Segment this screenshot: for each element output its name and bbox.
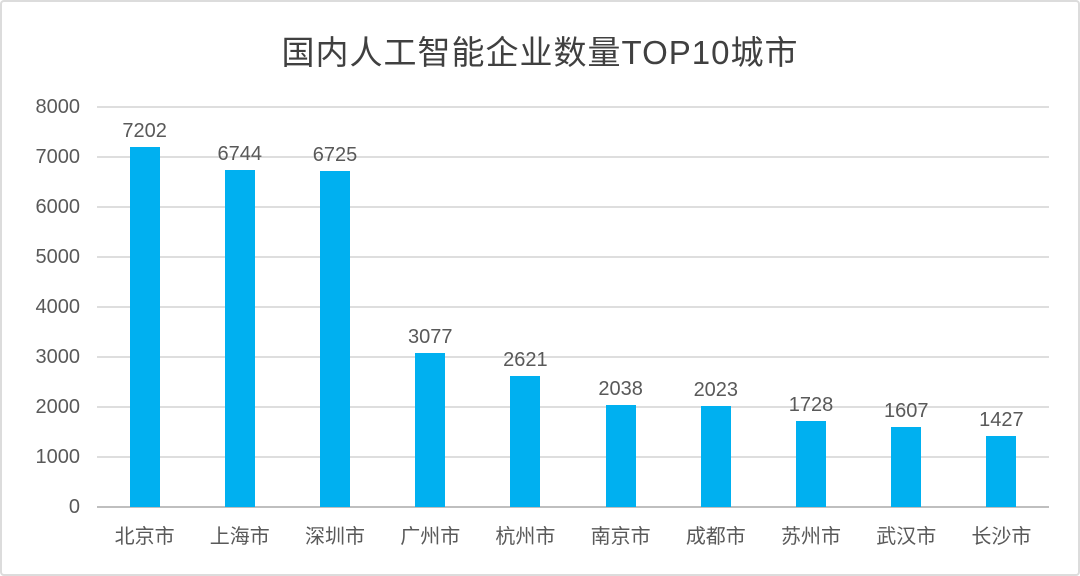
bar-slot: 6725: [287, 107, 382, 507]
x-axis-label: 深圳市: [305, 526, 365, 548]
gridline: [97, 256, 1049, 258]
gridline: [97, 156, 1049, 158]
bars-container: 7202 6744 6725 3077 2621 2038 2023 1728 1607 1427: [97, 107, 1049, 507]
bar: [129, 146, 160, 507]
bar-slot: 3077: [383, 107, 478, 507]
bar-slot: 2621: [478, 107, 573, 507]
bar-value-label: 1427: [979, 408, 1024, 431]
bar-value-label: 1728: [788, 393, 834, 416]
x-axis-label: 上海市: [209, 526, 270, 548]
bar-slot: 1427: [954, 107, 1049, 507]
bar-value-label: 1607: [883, 399, 929, 422]
x-axis-line: [97, 506, 1049, 508]
bar: [510, 375, 541, 507]
gridline: [97, 406, 1049, 408]
y-axis-label: 8000: [35, 96, 81, 118]
bar: [986, 435, 1017, 507]
bar-slot: 6744: [192, 107, 287, 507]
gridline: [97, 456, 1049, 458]
chart-title: 国内人工智能企业数量TOP10城市: [281, 34, 799, 71]
bar: [700, 405, 731, 507]
bar: [224, 169, 255, 507]
x-axis-label: 广州市: [400, 526, 461, 548]
x-axis-label: 苏州市: [781, 526, 842, 548]
y-axis-label: 3000: [35, 346, 81, 368]
x-axis-label: 成都市: [685, 526, 746, 548]
bar-value-label: 2038: [598, 378, 643, 401]
bar: [796, 420, 827, 507]
bar-slot: 2038: [573, 107, 668, 507]
bar: [415, 353, 446, 507]
bar-slot: 2023: [668, 107, 763, 507]
x-axis-label: 北京市: [114, 526, 175, 548]
x-axis-label: 南京市: [590, 526, 651, 548]
gridline: [97, 306, 1049, 308]
bar-value-label: 2621: [503, 348, 548, 371]
gridline: [97, 356, 1049, 358]
bar-value-label: 6725: [312, 143, 358, 166]
bar-value-label: 6744: [217, 142, 263, 165]
y-axis-label: 5000: [35, 246, 81, 268]
y-axis-label: 6000: [35, 196, 81, 218]
y-axis-label: 0: [68, 496, 80, 518]
bar-value-label: 3077: [407, 326, 453, 349]
y-axis: 0 1000 2000 3000 4000 5000 6000 7000 8000: [2, 96, 81, 518]
bar-slot: 1607: [859, 107, 954, 507]
gridline: [97, 206, 1049, 208]
x-axis-label: 杭州市: [495, 526, 556, 548]
x-axis-label: 武汉市: [876, 526, 937, 548]
bar-slot: 1728: [763, 107, 858, 507]
y-axis-label: 7000: [35, 146, 81, 168]
bar-value-label: 2023: [693, 378, 739, 401]
bar-slot: 7202: [97, 107, 192, 507]
bar: [891, 426, 922, 507]
y-axis-label: 1000: [35, 446, 81, 468]
bar: [605, 405, 636, 507]
bar-value-label: 7202: [122, 119, 167, 142]
x-axis: 北京市 上海市 深圳市 广州市 杭州市 南京市 成都市 苏州市 武汉市 长沙市: [97, 520, 1049, 549]
gridline: [97, 106, 1049, 108]
y-axis-label: 2000: [35, 396, 81, 418]
x-axis-label: 长沙市: [971, 526, 1032, 548]
y-axis-label: 4000: [35, 296, 81, 318]
plot-area: [97, 106, 1049, 508]
bar: [320, 170, 350, 507]
